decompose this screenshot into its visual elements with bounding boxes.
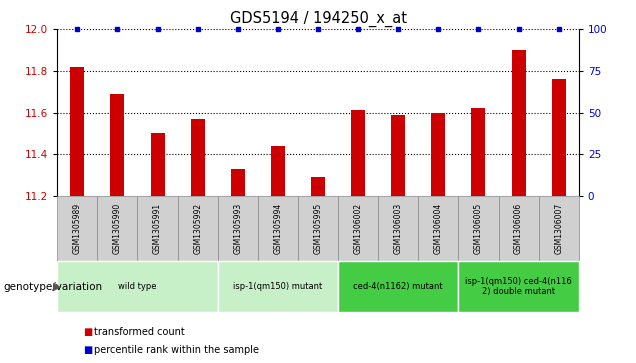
Bar bbox=[539, 196, 579, 261]
Bar bbox=[191, 119, 205, 196]
Text: percentile rank within the sample: percentile rank within the sample bbox=[94, 345, 259, 355]
Text: GSM1306006: GSM1306006 bbox=[514, 203, 523, 254]
Text: GSM1306002: GSM1306002 bbox=[354, 203, 363, 254]
Text: GSM1306004: GSM1306004 bbox=[434, 203, 443, 254]
Bar bbox=[418, 196, 459, 261]
Text: isp-1(qm150) ced-4(n116
2) double mutant: isp-1(qm150) ced-4(n116 2) double mutant bbox=[465, 277, 572, 297]
Bar bbox=[311, 177, 325, 196]
Bar bbox=[177, 196, 218, 261]
Bar bbox=[351, 110, 365, 196]
Bar bbox=[338, 196, 378, 261]
Text: GSM1305990: GSM1305990 bbox=[113, 203, 122, 254]
Text: GSM1305989: GSM1305989 bbox=[73, 203, 82, 254]
Bar bbox=[258, 196, 298, 261]
Bar bbox=[471, 109, 485, 196]
Bar bbox=[499, 196, 539, 261]
Bar bbox=[338, 261, 459, 312]
Text: GSM1306007: GSM1306007 bbox=[554, 203, 563, 254]
Text: GSM1306005: GSM1306005 bbox=[474, 203, 483, 254]
Text: GSM1305994: GSM1305994 bbox=[273, 203, 282, 254]
Text: isp-1(qm150) mutant: isp-1(qm150) mutant bbox=[233, 282, 322, 291]
Bar bbox=[137, 196, 177, 261]
Text: GSM1305992: GSM1305992 bbox=[193, 203, 202, 254]
Text: GDS5194 / 194250_x_at: GDS5194 / 194250_x_at bbox=[230, 11, 406, 27]
Bar bbox=[97, 196, 137, 261]
Bar bbox=[218, 196, 258, 261]
Bar bbox=[218, 261, 338, 312]
Text: GSM1306003: GSM1306003 bbox=[394, 203, 403, 254]
Bar bbox=[459, 261, 579, 312]
Bar bbox=[551, 79, 566, 196]
Bar bbox=[57, 261, 218, 312]
Bar bbox=[57, 196, 97, 261]
Bar bbox=[391, 115, 405, 196]
Bar bbox=[271, 146, 285, 196]
Bar bbox=[459, 196, 499, 261]
Bar bbox=[431, 113, 445, 196]
Text: GSM1305991: GSM1305991 bbox=[153, 203, 162, 254]
Text: ■: ■ bbox=[83, 345, 92, 355]
Bar bbox=[378, 196, 418, 261]
Text: ▶: ▶ bbox=[53, 282, 61, 292]
Text: genotype/variation: genotype/variation bbox=[3, 282, 102, 292]
Bar bbox=[298, 196, 338, 261]
Text: transformed count: transformed count bbox=[94, 327, 185, 337]
Text: ced-4(n1162) mutant: ced-4(n1162) mutant bbox=[354, 282, 443, 291]
Text: GSM1305993: GSM1305993 bbox=[233, 203, 242, 254]
Bar bbox=[151, 133, 165, 196]
Text: wild type: wild type bbox=[118, 282, 156, 291]
Bar bbox=[111, 94, 125, 196]
Bar bbox=[71, 66, 85, 196]
Bar bbox=[511, 50, 525, 196]
Text: ■: ■ bbox=[83, 327, 92, 337]
Text: GSM1305995: GSM1305995 bbox=[314, 203, 322, 254]
Bar bbox=[231, 169, 245, 196]
